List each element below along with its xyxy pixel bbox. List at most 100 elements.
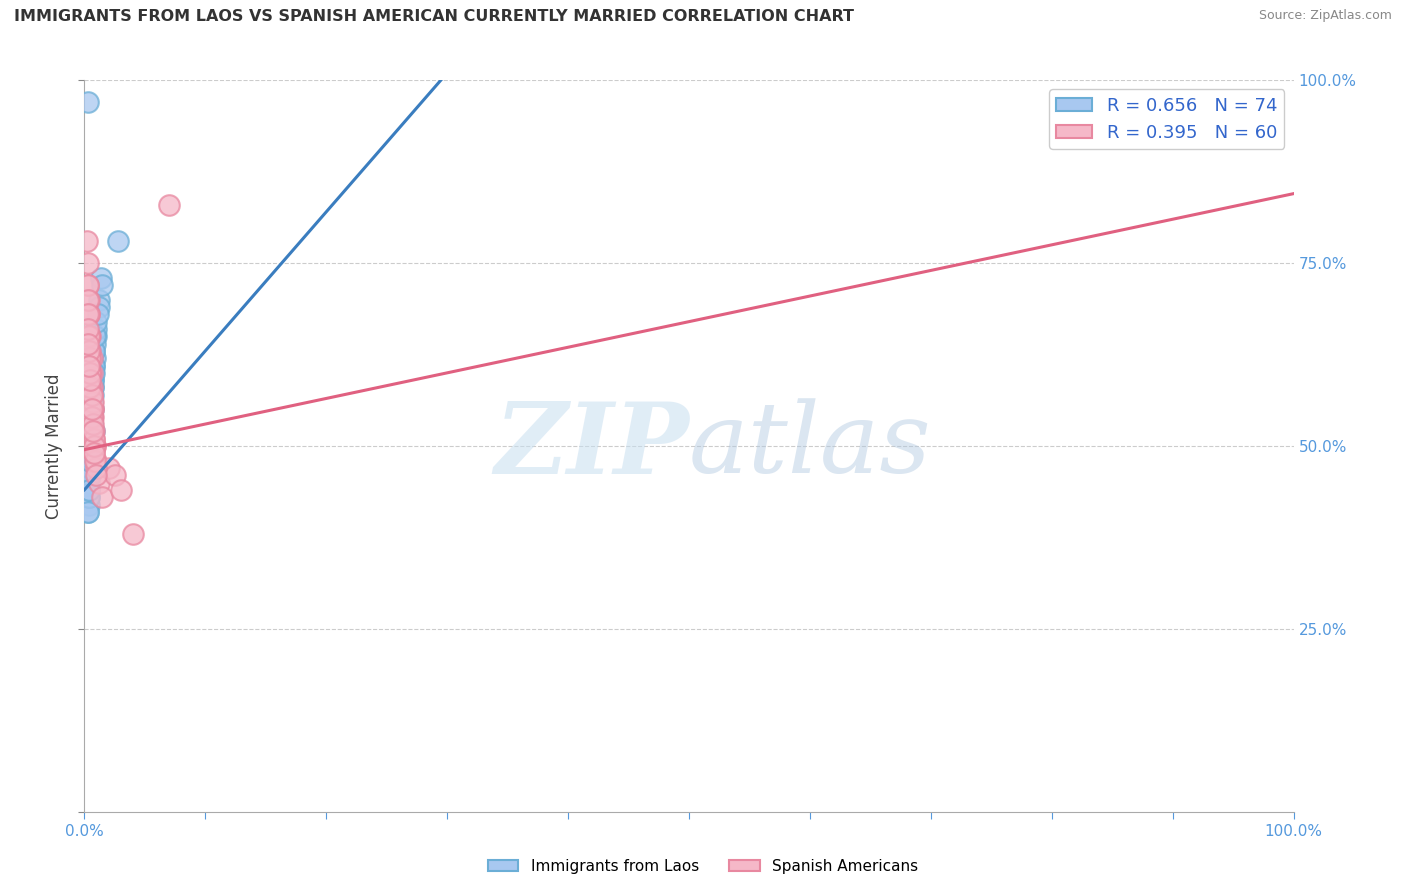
Point: [80, 388, 103, 402]
Point: [82, 402, 104, 417]
Point: [79, 373, 101, 387]
Point: [80, 425, 103, 439]
Point: [77, 307, 100, 321]
Point: [84, 453, 107, 467]
Point: [91, 278, 114, 293]
Point: [77, 307, 100, 321]
Point: [77, 256, 100, 270]
Point: [79, 439, 101, 453]
Point: [79, 446, 101, 460]
Point: [104, 468, 127, 483]
Point: [82, 373, 104, 387]
Point: [86, 468, 108, 483]
Point: [80, 395, 103, 409]
Point: [80, 380, 103, 394]
Point: [77, 293, 100, 307]
Point: [82, 439, 104, 453]
Point: [86, 322, 108, 336]
Point: [80, 439, 103, 453]
Point: [79, 409, 101, 424]
Point: [83, 366, 105, 380]
Point: [77, 343, 100, 358]
Point: [79, 453, 101, 467]
Point: [79, 453, 101, 467]
Point: [77, 417, 100, 431]
Point: [79, 366, 101, 380]
Point: [79, 343, 101, 358]
Y-axis label: Currently Married: Currently Married: [45, 373, 63, 519]
Point: [82, 402, 104, 417]
Point: [80, 351, 103, 366]
Point: [80, 402, 103, 417]
Point: [83, 425, 105, 439]
Point: [79, 461, 101, 475]
Point: [77, 498, 100, 512]
Point: [77, 468, 100, 483]
Point: [86, 307, 108, 321]
Point: [79, 432, 101, 446]
Point: [77, 461, 100, 475]
Point: [82, 395, 104, 409]
Point: [77, 95, 100, 110]
Point: [79, 446, 101, 460]
Point: [84, 329, 107, 343]
Point: [79, 366, 101, 380]
Point: [80, 395, 103, 409]
Point: [77, 453, 100, 467]
Point: [77, 475, 100, 490]
Point: [82, 402, 104, 417]
Point: [84, 439, 107, 453]
Point: [87, 475, 110, 490]
Point: [79, 329, 101, 343]
Point: [80, 409, 103, 424]
Point: [157, 197, 180, 211]
Point: [79, 468, 101, 483]
Point: [86, 453, 108, 467]
Point: [77, 329, 100, 343]
Point: [77, 453, 100, 467]
Point: [82, 417, 104, 431]
Point: [80, 388, 103, 402]
Point: [77, 293, 100, 307]
Point: [79, 380, 101, 394]
Point: [77, 468, 100, 483]
Point: [77, 359, 100, 373]
Point: [80, 366, 103, 380]
Point: [83, 432, 105, 446]
Point: [79, 453, 101, 467]
Point: [83, 432, 105, 446]
Point: [77, 329, 100, 343]
Point: [77, 490, 100, 504]
Point: [87, 293, 110, 307]
Text: IMMIGRANTS FROM LAOS VS SPANISH AMERICAN CURRENTLY MARRIED CORRELATION CHART: IMMIGRANTS FROM LAOS VS SPANISH AMERICAN…: [14, 9, 853, 24]
Point: [84, 439, 107, 453]
Point: [110, 483, 132, 497]
Point: [77, 483, 100, 497]
Point: [80, 425, 103, 439]
Point: [80, 417, 103, 431]
Point: [86, 329, 108, 343]
Point: [121, 526, 143, 541]
Point: [83, 446, 105, 460]
Point: [79, 446, 101, 460]
Point: [77, 359, 100, 373]
Point: [82, 380, 104, 394]
Point: [76, 234, 98, 248]
Point: [83, 439, 105, 453]
Point: [80, 409, 103, 424]
Point: [83, 359, 105, 373]
Point: [90, 270, 112, 285]
Point: [82, 432, 104, 446]
Point: [80, 388, 103, 402]
Point: [83, 343, 105, 358]
Point: [82, 388, 104, 402]
Point: [77, 505, 100, 519]
Point: [79, 439, 101, 453]
Point: [107, 234, 129, 248]
Point: [83, 359, 105, 373]
Point: [77, 468, 100, 483]
Point: [77, 461, 100, 475]
Point: [80, 402, 103, 417]
Point: [91, 490, 114, 504]
Text: ZIP: ZIP: [494, 398, 689, 494]
